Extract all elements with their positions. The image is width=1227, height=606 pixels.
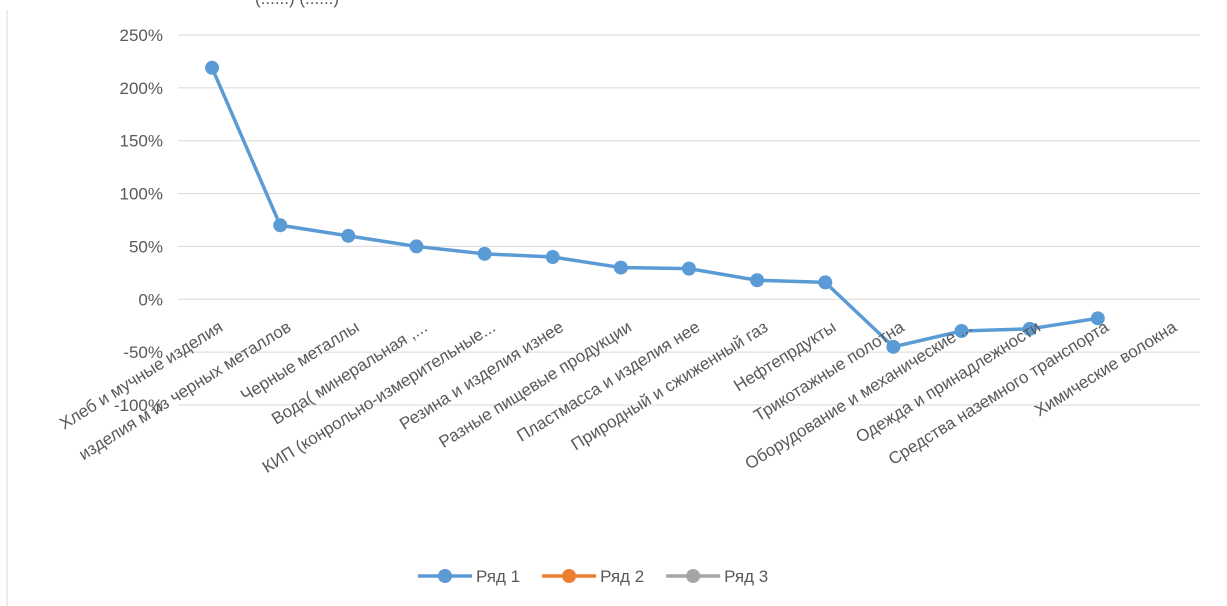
data-point	[682, 261, 696, 276]
data-point	[818, 275, 833, 290]
data-point	[341, 228, 356, 243]
legend-label: Ряд 1	[476, 567, 520, 586]
data-point	[613, 260, 628, 275]
y-tick-label: -50%	[123, 343, 163, 362]
legend-marker	[686, 569, 701, 583]
y-tick-label: 50%	[129, 237, 163, 256]
y-tick-label: 0%	[138, 290, 163, 309]
data-point	[954, 324, 969, 338]
y-tick-label: 100%	[120, 185, 163, 204]
data-point	[750, 273, 765, 288]
legend: Ряд 1 Ряд 2 Ряд 3	[418, 567, 768, 586]
series-layer	[205, 60, 1105, 354]
legend-marker	[562, 569, 577, 583]
data-point	[545, 250, 560, 264]
legend-marker	[438, 569, 452, 583]
header-fragment: (......) (......)	[255, 0, 339, 8]
y-tick-label: -100%	[114, 396, 163, 415]
legend-item-2: Ряд 2	[542, 567, 644, 586]
legend-label: Ряд 2	[600, 567, 644, 586]
y-tick-label: 250%	[120, 26, 163, 45]
legend-item-3: Ряд 3	[666, 567, 768, 586]
data-point	[477, 246, 492, 261]
legend-label: Ряд 3	[724, 567, 768, 586]
data-point	[205, 60, 220, 75]
y-axis-tick-labels: 250% 200% 150% 100% 50% 0% -50% -100%	[114, 26, 163, 415]
data-point	[886, 339, 901, 354]
y-tick-label: 200%	[120, 79, 163, 98]
data-point	[409, 239, 424, 254]
data-point	[1022, 321, 1037, 336]
series-line-1	[210, 67, 1099, 349]
y-tick-label: 150%	[120, 132, 163, 151]
data-point	[1090, 311, 1105, 326]
grid-layer	[178, 34, 1200, 406]
legend-item-1: Ряд 1	[418, 567, 520, 586]
data-point	[273, 218, 288, 233]
